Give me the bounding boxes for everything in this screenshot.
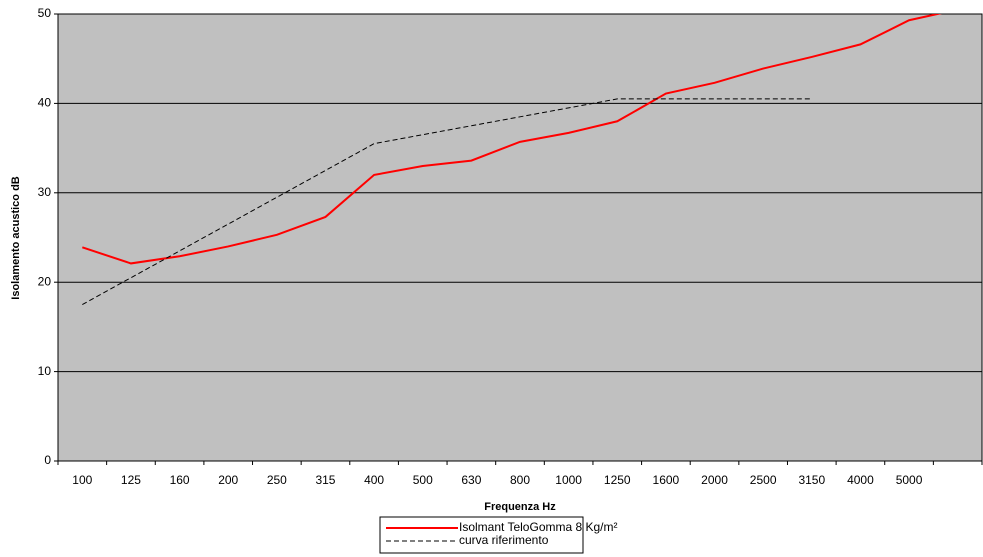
x-tick-label: 2000 <box>701 473 728 487</box>
x-tick-label: 250 <box>267 473 287 487</box>
x-tick-label: 500 <box>413 473 433 487</box>
x-tick-label: 2500 <box>750 473 777 487</box>
x-tick-label: 125 <box>121 473 141 487</box>
x-tick-label: 630 <box>461 473 481 487</box>
y-axis-label: Isolamento acustico dB <box>10 176 22 300</box>
legend-label: curva riferimento <box>459 533 549 547</box>
series-line <box>82 98 812 305</box>
x-tick-label: 1600 <box>653 473 680 487</box>
y-tick-label: 50 <box>38 6 52 20</box>
x-axis-label: Frequenza Hz <box>484 501 556 513</box>
x-tick-label: 1250 <box>604 473 631 487</box>
x-tick-label: 5000 <box>896 473 923 487</box>
y-tick-label: 10 <box>38 364 52 378</box>
x-tick-label: 160 <box>170 473 190 487</box>
series-line <box>82 14 943 265</box>
y-tick-label: 20 <box>38 274 52 288</box>
y-tick-label: 0 <box>44 453 51 467</box>
x-tick-label: 200 <box>218 473 238 487</box>
x-tick-label: 3150 <box>798 473 825 487</box>
x-tick-label: 100 <box>72 473 92 487</box>
x-tick-label: 400 <box>364 473 384 487</box>
legend <box>379 516 584 554</box>
plot-area <box>57 13 983 462</box>
x-tick-label: 315 <box>315 473 335 487</box>
x-tick-label: 1000 <box>555 473 582 487</box>
y-tick-label: 30 <box>38 185 52 199</box>
x-tick-label: 800 <box>510 473 530 487</box>
y-tick-label: 40 <box>38 96 52 110</box>
x-tick-label: 4000 <box>847 473 874 487</box>
legend-label: Isolmant TeloGomma 8 Kg/m² <box>459 520 618 534</box>
series-group <box>82 14 943 305</box>
